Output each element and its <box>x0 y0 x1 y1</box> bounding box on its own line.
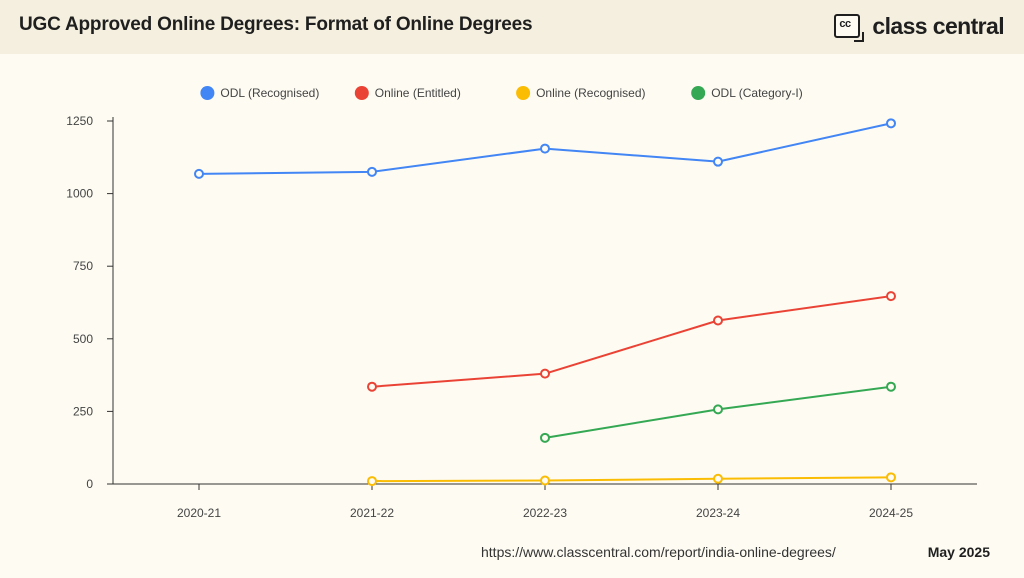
data-point <box>713 315 723 326</box>
data-point <box>367 476 377 487</box>
brand[interactable]: cc class central <box>834 11 1005 42</box>
y-tick-label: 1250 <box>66 114 93 128</box>
data-point <box>540 475 550 486</box>
source-url[interactable]: https://www.classcentral.com/report/indi… <box>481 544 836 560</box>
data-point <box>367 381 377 392</box>
data-point <box>886 472 896 483</box>
brand-name: class central <box>872 12 1004 39</box>
legend-label: Online (Entitled) <box>375 86 461 100</box>
y-tick-label: 750 <box>73 259 93 273</box>
data-point <box>713 404 723 415</box>
header-bar: UGC Approved Online Degrees: Format of O… <box>0 0 1024 54</box>
page-title: UGC Approved Online Degrees: Format of O… <box>19 14 533 35</box>
data-point <box>886 118 896 129</box>
legend-swatch <box>516 86 531 100</box>
x-tick-label: 2020-21 <box>177 506 221 520</box>
data-point <box>367 166 377 177</box>
x-tick-label: 2024-25 <box>869 506 913 520</box>
series-line <box>371 476 892 483</box>
y-tick-label: 1000 <box>66 187 93 201</box>
data-point <box>713 473 723 484</box>
data-point <box>713 156 723 167</box>
data-point <box>194 168 204 179</box>
class-central-logo-icon: cc <box>834 14 865 42</box>
legend-swatch <box>354 86 369 100</box>
y-tick-label: 250 <box>73 404 93 418</box>
y-tick-label: 0 <box>86 477 93 491</box>
data-point <box>540 432 550 443</box>
data-point <box>886 381 896 392</box>
line-chart: 0 250 500 750 1000 1250 2020-21 2021-22 2022-23 2… <box>66 86 977 520</box>
y-tick-label: 500 <box>73 332 93 346</box>
legend-swatch <box>691 86 706 100</box>
data-point <box>886 291 896 302</box>
x-tick-label: 2023-24 <box>696 506 740 520</box>
legend-label: ODL (Recognised) <box>220 86 319 100</box>
legend-label: Online (Recognised) <box>536 86 645 100</box>
data-point <box>540 368 550 379</box>
report-date: May 2025 <box>927 544 990 560</box>
x-tick-label: 2022-23 <box>523 506 567 520</box>
data-point <box>540 143 550 154</box>
x-tick-label: 2021-22 <box>350 506 394 520</box>
legend-label: ODL (Category-I) <box>711 86 803 100</box>
series-line <box>371 295 892 388</box>
legend-swatch <box>200 86 215 100</box>
brand-logo-text: cc <box>839 18 851 30</box>
